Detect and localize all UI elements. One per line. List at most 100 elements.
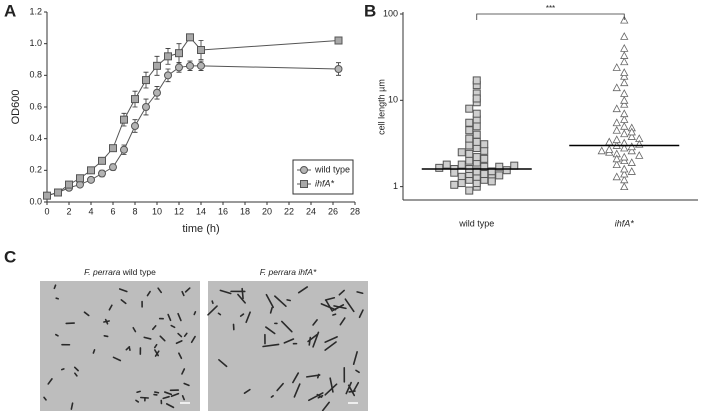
cell (83, 311, 90, 317)
series-line (46, 36, 339, 197)
cell (245, 311, 251, 324)
marker (175, 63, 183, 72)
cell (47, 378, 53, 385)
marker (472, 122, 481, 131)
cell (159, 335, 166, 342)
marker (450, 180, 459, 189)
cell (103, 335, 109, 338)
marker (442, 160, 451, 169)
cell (53, 284, 57, 290)
marker (465, 104, 474, 113)
cell (356, 291, 364, 295)
marker (627, 127, 636, 136)
marker (620, 71, 629, 80)
marker (457, 160, 466, 169)
marker (164, 52, 172, 61)
cell (177, 332, 183, 338)
marker (620, 44, 629, 52)
marker (465, 118, 474, 127)
marker (620, 169, 629, 178)
marker (300, 180, 308, 188)
cell (143, 336, 152, 340)
marker (120, 115, 128, 124)
marker (620, 95, 629, 104)
cell (241, 287, 244, 300)
cell (321, 401, 330, 411)
cell (239, 313, 245, 317)
marker (635, 151, 644, 159)
cell (183, 382, 190, 387)
marker (620, 175, 629, 184)
marker (620, 182, 629, 191)
marker (472, 94, 481, 103)
marker (465, 134, 474, 143)
marker (472, 153, 481, 162)
x-tick-label: 8 (132, 206, 137, 216)
cell (92, 349, 96, 354)
cell (70, 402, 74, 410)
panel-label: B (364, 1, 376, 20)
marker (131, 122, 139, 130)
cell (178, 352, 183, 360)
marker (627, 142, 636, 151)
y-axis-label: cell length µm (376, 79, 386, 135)
marker (334, 36, 343, 45)
cell (74, 372, 78, 377)
legend-label: wild type (314, 164, 350, 174)
cell (286, 299, 291, 302)
cell (355, 369, 360, 374)
y-tick-label: 0.2 (29, 165, 42, 175)
marker (605, 137, 614, 146)
marker (480, 154, 489, 163)
marker (87, 175, 95, 184)
cell (312, 331, 320, 348)
cell (154, 350, 160, 357)
cell (265, 293, 274, 309)
legend-label: ihfA* (315, 178, 335, 188)
cell (112, 356, 122, 362)
strain: wild type (122, 267, 156, 277)
cell (281, 320, 293, 333)
cell (332, 313, 337, 316)
cell (217, 312, 222, 316)
marker (435, 163, 444, 172)
marker (153, 88, 161, 97)
marker (620, 32, 629, 40)
cell (146, 290, 151, 297)
cell (175, 340, 183, 345)
cell (55, 333, 59, 337)
cell (193, 311, 197, 316)
legend-box (292, 159, 354, 195)
marker (197, 61, 205, 70)
cell (345, 381, 352, 395)
marker (612, 160, 621, 168)
cell (165, 403, 175, 409)
marker (175, 49, 183, 58)
marker (620, 99, 629, 108)
marker (109, 163, 117, 172)
marker (465, 149, 474, 158)
cell (183, 332, 188, 337)
cell (177, 312, 182, 322)
cell (320, 303, 337, 311)
marker (465, 141, 474, 150)
marker (153, 61, 161, 70)
cell (55, 297, 59, 300)
marker (597, 146, 606, 155)
cell (218, 359, 228, 368)
marker (627, 132, 636, 140)
cell (181, 368, 186, 375)
cell (262, 343, 280, 348)
marker (620, 51, 629, 59)
cell (237, 293, 246, 304)
marker (197, 46, 205, 54)
x-tick-label: ihfA* (615, 218, 635, 228)
x-tick-label: 22 (284, 206, 294, 216)
x-tick-label: 18 (240, 206, 250, 216)
y-tick-label: 1.2 (29, 6, 42, 16)
marker (450, 168, 459, 177)
marker (109, 144, 117, 153)
cell (120, 299, 127, 305)
marker (465, 126, 474, 135)
